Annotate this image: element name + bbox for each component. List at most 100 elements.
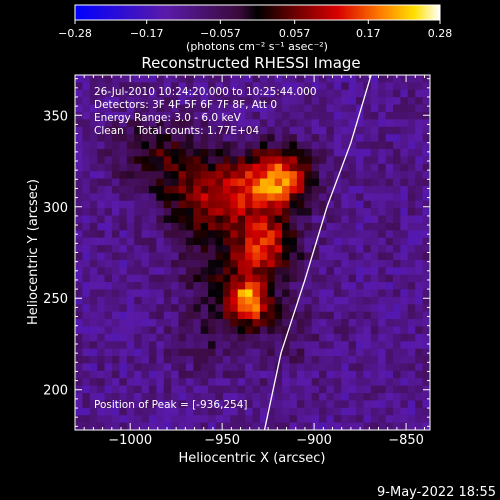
heatmap-pixel xyxy=(200,111,209,120)
heatmap-pixel xyxy=(319,415,327,424)
heatmap-pixel xyxy=(319,75,327,83)
heatmap-pixel xyxy=(252,289,261,298)
heatmap-pixel xyxy=(289,156,298,165)
heatmap-pixel xyxy=(407,252,416,261)
heatmap-pixel xyxy=(356,415,364,424)
heatmap-pixel xyxy=(326,385,335,394)
heatmap-pixel xyxy=(119,245,128,253)
heatmap-pixel xyxy=(304,82,313,91)
heatmap-pixel xyxy=(200,178,209,187)
heatmap-pixel xyxy=(282,252,290,261)
heatmap-pixel xyxy=(348,200,357,209)
heatmap-pixel xyxy=(185,378,194,387)
heatmap-pixel xyxy=(415,222,424,231)
heatmap-pixel xyxy=(348,370,357,379)
heatmap-pixel xyxy=(415,304,424,313)
heatmap-pixel xyxy=(82,348,91,357)
heatmap-pixel xyxy=(222,326,231,335)
heatmap-pixel xyxy=(215,311,224,320)
heatmap-pixel xyxy=(215,274,224,283)
heatmap-pixel xyxy=(252,82,261,91)
heatmap-pixel xyxy=(171,378,179,387)
heatmap-pixel xyxy=(326,97,335,105)
heatmap-pixel xyxy=(311,245,320,253)
heatmap-pixel xyxy=(341,370,350,379)
heatmap-pixel xyxy=(126,311,135,320)
heatmap-pixel xyxy=(363,230,372,239)
heatmap-pixel xyxy=(326,393,335,401)
heatmap-pixel xyxy=(215,370,224,379)
heatmap-pixel xyxy=(407,289,416,298)
heatmap-pixel xyxy=(171,104,179,113)
heatmap-pixel xyxy=(185,111,194,120)
heatmap-pixel xyxy=(245,319,253,327)
heatmap-pixel xyxy=(311,237,320,246)
heatmap-pixel xyxy=(378,296,387,305)
heatmap-pixel xyxy=(245,156,253,165)
heatmap-pixel xyxy=(282,348,290,357)
heatmap-pixel xyxy=(245,245,253,253)
heatmap-pixel xyxy=(296,407,305,416)
heatmap-pixel xyxy=(422,311,430,320)
heatmap-pixel xyxy=(348,259,357,268)
heatmap-pixel xyxy=(385,119,394,128)
heatmap-pixel xyxy=(341,97,350,105)
heatmap-pixel xyxy=(148,185,157,194)
heatmap-pixel xyxy=(237,163,246,172)
heatmap-pixel xyxy=(259,185,268,194)
heatmap-pixel xyxy=(215,148,224,157)
heatmap-pixel xyxy=(356,215,364,224)
heatmap-pixel xyxy=(245,237,253,246)
heatmap-pixel xyxy=(134,415,142,424)
heatmap-pixel xyxy=(185,363,194,372)
heatmap-pixel xyxy=(415,208,424,216)
heatmap-pixel xyxy=(356,163,364,172)
heatmap-pixel xyxy=(89,126,98,135)
heatmap-pixel xyxy=(341,333,350,342)
heatmap-pixel xyxy=(259,75,268,83)
heatmap-pixel xyxy=(148,89,157,98)
heatmap-pixel xyxy=(134,75,142,83)
heatmap-pixel xyxy=(230,104,239,113)
heatmap-pixel xyxy=(370,215,379,224)
heatmap-pixel xyxy=(296,259,305,268)
heatmap-pixel xyxy=(141,222,150,231)
heatmap-pixel xyxy=(141,274,150,283)
heatmap-pixel xyxy=(200,104,209,113)
heatmap-pixel xyxy=(333,319,342,327)
heatmap-pixel xyxy=(370,296,379,305)
heatmap-pixel xyxy=(237,200,246,209)
heatmap-pixel xyxy=(200,134,209,142)
heatmap-pixel xyxy=(111,178,120,187)
heatmap-pixel xyxy=(119,156,128,165)
heatmap-pixel xyxy=(296,356,305,364)
heatmap-pixel xyxy=(378,104,387,113)
heatmap-pixel xyxy=(304,200,313,209)
heatmap-pixel xyxy=(319,193,327,202)
heatmap-pixel xyxy=(356,274,364,283)
colorbar: −0.28 −0.17 −0.057 0.057 0.17 0.28 (photons c… xyxy=(58,4,452,53)
heatmap-pixel xyxy=(222,356,231,364)
heatmap-pixel xyxy=(178,185,187,194)
heatmap-pixel xyxy=(385,148,394,157)
heatmap-pixel xyxy=(148,326,157,335)
x-tick-label: −1000 xyxy=(108,433,152,448)
heatmap-pixel xyxy=(245,407,253,416)
heatmap-pixel xyxy=(326,407,335,416)
heatmap-pixel xyxy=(407,126,416,135)
heatmap-pixel xyxy=(333,282,342,290)
heatmap-pixel xyxy=(311,89,320,98)
heatmap-pixel xyxy=(141,311,150,320)
heatmap-pixel xyxy=(415,171,424,179)
heatmap-pixel xyxy=(163,393,172,401)
heatmap-pixel xyxy=(415,141,424,150)
heatmap-pixel xyxy=(148,237,157,246)
heatmap-pixel xyxy=(141,237,150,246)
heatmap-pixel xyxy=(222,333,231,342)
heatmap-pixel xyxy=(393,230,401,239)
heatmap-pixel xyxy=(148,407,157,416)
heatmap-pixel xyxy=(407,237,416,246)
heatmap-pixel xyxy=(193,82,202,91)
heatmap-pixel xyxy=(407,341,416,350)
heatmap-pixel xyxy=(289,230,298,239)
